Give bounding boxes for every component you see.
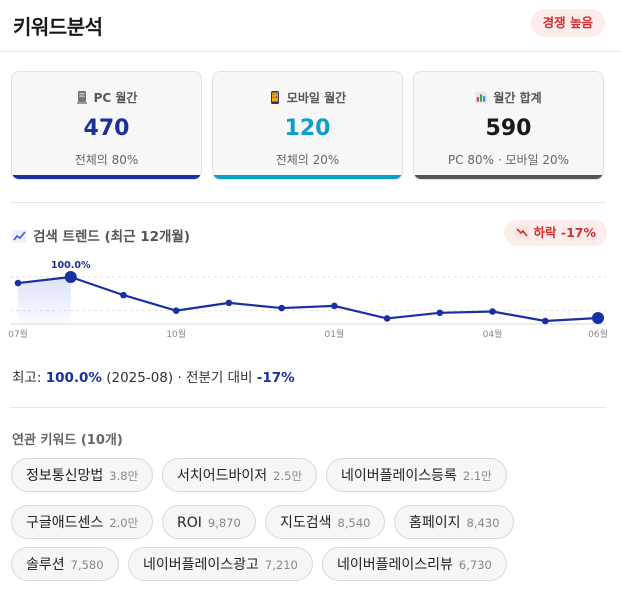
card-label: PC 월간 (93, 91, 138, 105)
related-keyword-chip[interactable]: 정보통신망법 3.8만 (11, 458, 154, 492)
keyword-text: 서치어드바이저 (177, 468, 268, 484)
related-keyword-chip[interactable]: 지도검색 8,540 (265, 505, 386, 539)
chart-point[interactable] (278, 304, 285, 312)
keyword-text: 구글애드센스 (26, 515, 104, 531)
line-chart-icon (12, 230, 27, 243)
chart-tick-label: 06월 (588, 328, 608, 340)
bar-chart-icon (475, 91, 488, 104)
related-keyword-chip[interactable]: 서치어드바이저 2.5만 (162, 458, 318, 492)
chart-point[interactable] (592, 311, 604, 324)
card-subtext: 전체의 80% (74, 153, 139, 167)
related-keyword-chip[interactable]: 네이버플레이스광고 7,210 (128, 547, 313, 581)
related-keyword-chip[interactable]: 네이버플레이스등록 2.1만 (326, 458, 507, 492)
related-keyword-chip[interactable]: 구글애드센스 2.0만 (11, 505, 154, 539)
keyword-count: 2.1만 (462, 469, 492, 483)
keyword-text: 네이버플레이스리뷰 (337, 557, 453, 573)
card-accent-bar (414, 175, 603, 179)
keyword-count: 2.5만 (273, 469, 303, 483)
keyword-text: ROI (177, 515, 202, 531)
competition-badge: 경쟁 높음 (530, 9, 605, 37)
trend-change-badge: 하락 -17% (503, 220, 607, 246)
card-accent-bar (213, 175, 402, 179)
card-label: 모바일 월간 (286, 91, 347, 105)
keyword-count: 3.8만 (109, 469, 139, 483)
trend-badge-text: 하락 -17% (533, 225, 596, 240)
chart-point[interactable] (64, 271, 77, 283)
quarter-change: -17% (256, 370, 295, 386)
peak-value: 100.0% (45, 370, 102, 386)
summary-middle: · 전분기 대비 (177, 370, 253, 386)
keyword-count: 7,580 (70, 558, 104, 572)
keyword-text: 네이버플레이스등록 (341, 468, 457, 484)
chart-point[interactable] (120, 291, 127, 299)
trending-down-icon (514, 226, 529, 239)
mobile-monthly-card: 모바일 월간 120 전체의 20% (212, 71, 403, 180)
card-accent-bar (12, 175, 201, 179)
chart-peak-label: 100.0% (51, 260, 91, 271)
peak-date: (2025-08) (106, 370, 174, 386)
keyword-count: 9,870 (207, 516, 241, 530)
related-keywords-title: 연관 키워드 (10개) (12, 433, 123, 448)
keyword-count: 2.0만 (109, 516, 139, 530)
summary-prefix: 최고: (12, 370, 42, 386)
card-value: 590 (485, 116, 532, 141)
header: 키워드분석 경쟁 높음 (0, 0, 621, 52)
page-title: 키워드분석 (13, 15, 103, 39)
mobile-icon (270, 91, 279, 104)
keyword-count: 6,730 (458, 558, 492, 572)
card-value: 120 (284, 116, 331, 141)
keyword-text: 홈페이지 (409, 515, 461, 531)
related-keyword-chip[interactable]: 네이버플레이스리뷰 6,730 (322, 547, 507, 581)
monthly-total-card: 월간 합계 590 PC 80% · 모바일 20% (413, 71, 604, 180)
chart-point[interactable] (225, 299, 233, 307)
chart-tick-label: 01월 (324, 328, 344, 340)
chart-point[interactable] (172, 307, 180, 314)
chart-tick-label: 10월 (166, 328, 186, 340)
chart-series-line (17, 275, 599, 323)
chart-point[interactable] (331, 302, 338, 310)
trend-line-chart: 100.0% 07월 10월 01월 04월 06월 (8, 260, 608, 340)
chart-point[interactable] (541, 317, 549, 325)
trend-summary: 최고: 100.0% (2025-08) · 전분기 대비 -17% (12, 366, 295, 386)
card-subtext: PC 80% · 모바일 20% (447, 153, 570, 167)
related-keyword-chip[interactable]: 솔루션 7,580 (11, 547, 119, 581)
pc-monthly-card: PC 월간 470 전체의 80% (11, 71, 202, 180)
keyword-text: 솔루션 (26, 557, 65, 573)
card-value: 470 (83, 116, 130, 141)
card-subtext: 전체의 20% (275, 153, 340, 167)
chart-point[interactable] (14, 279, 22, 287)
trend-title-text: 검색 트렌드 (최근 12개월) (33, 229, 191, 245)
keyword-count: 8,430 (466, 516, 500, 530)
keyword-text: 네이버플레이스광고 (143, 557, 259, 573)
chart-point[interactable] (383, 315, 391, 322)
related-keyword-chip[interactable]: ROI 9,870 (162, 505, 256, 539)
divider (10, 407, 606, 408)
trend-section-title: 검색 트렌드 (최근 12개월) (12, 225, 190, 245)
keyword-text: 정보통신망법 (26, 468, 104, 484)
chart-tick-label: 07월 (8, 328, 28, 340)
chart-point[interactable] (489, 308, 496, 315)
chart-point[interactable] (436, 309, 444, 317)
chart-tick-label: 04월 (483, 328, 503, 340)
card-label: 월간 합계 (493, 91, 542, 105)
keyword-text: 지도검색 (280, 515, 332, 531)
keyword-count: 7,210 (264, 558, 298, 572)
desktop-icon (76, 91, 87, 104)
chart-area-fill (18, 277, 71, 324)
related-keyword-chip[interactable]: 홈페이지 8,430 (394, 505, 515, 539)
keyword-count: 8,540 (337, 516, 371, 530)
divider (10, 202, 606, 203)
